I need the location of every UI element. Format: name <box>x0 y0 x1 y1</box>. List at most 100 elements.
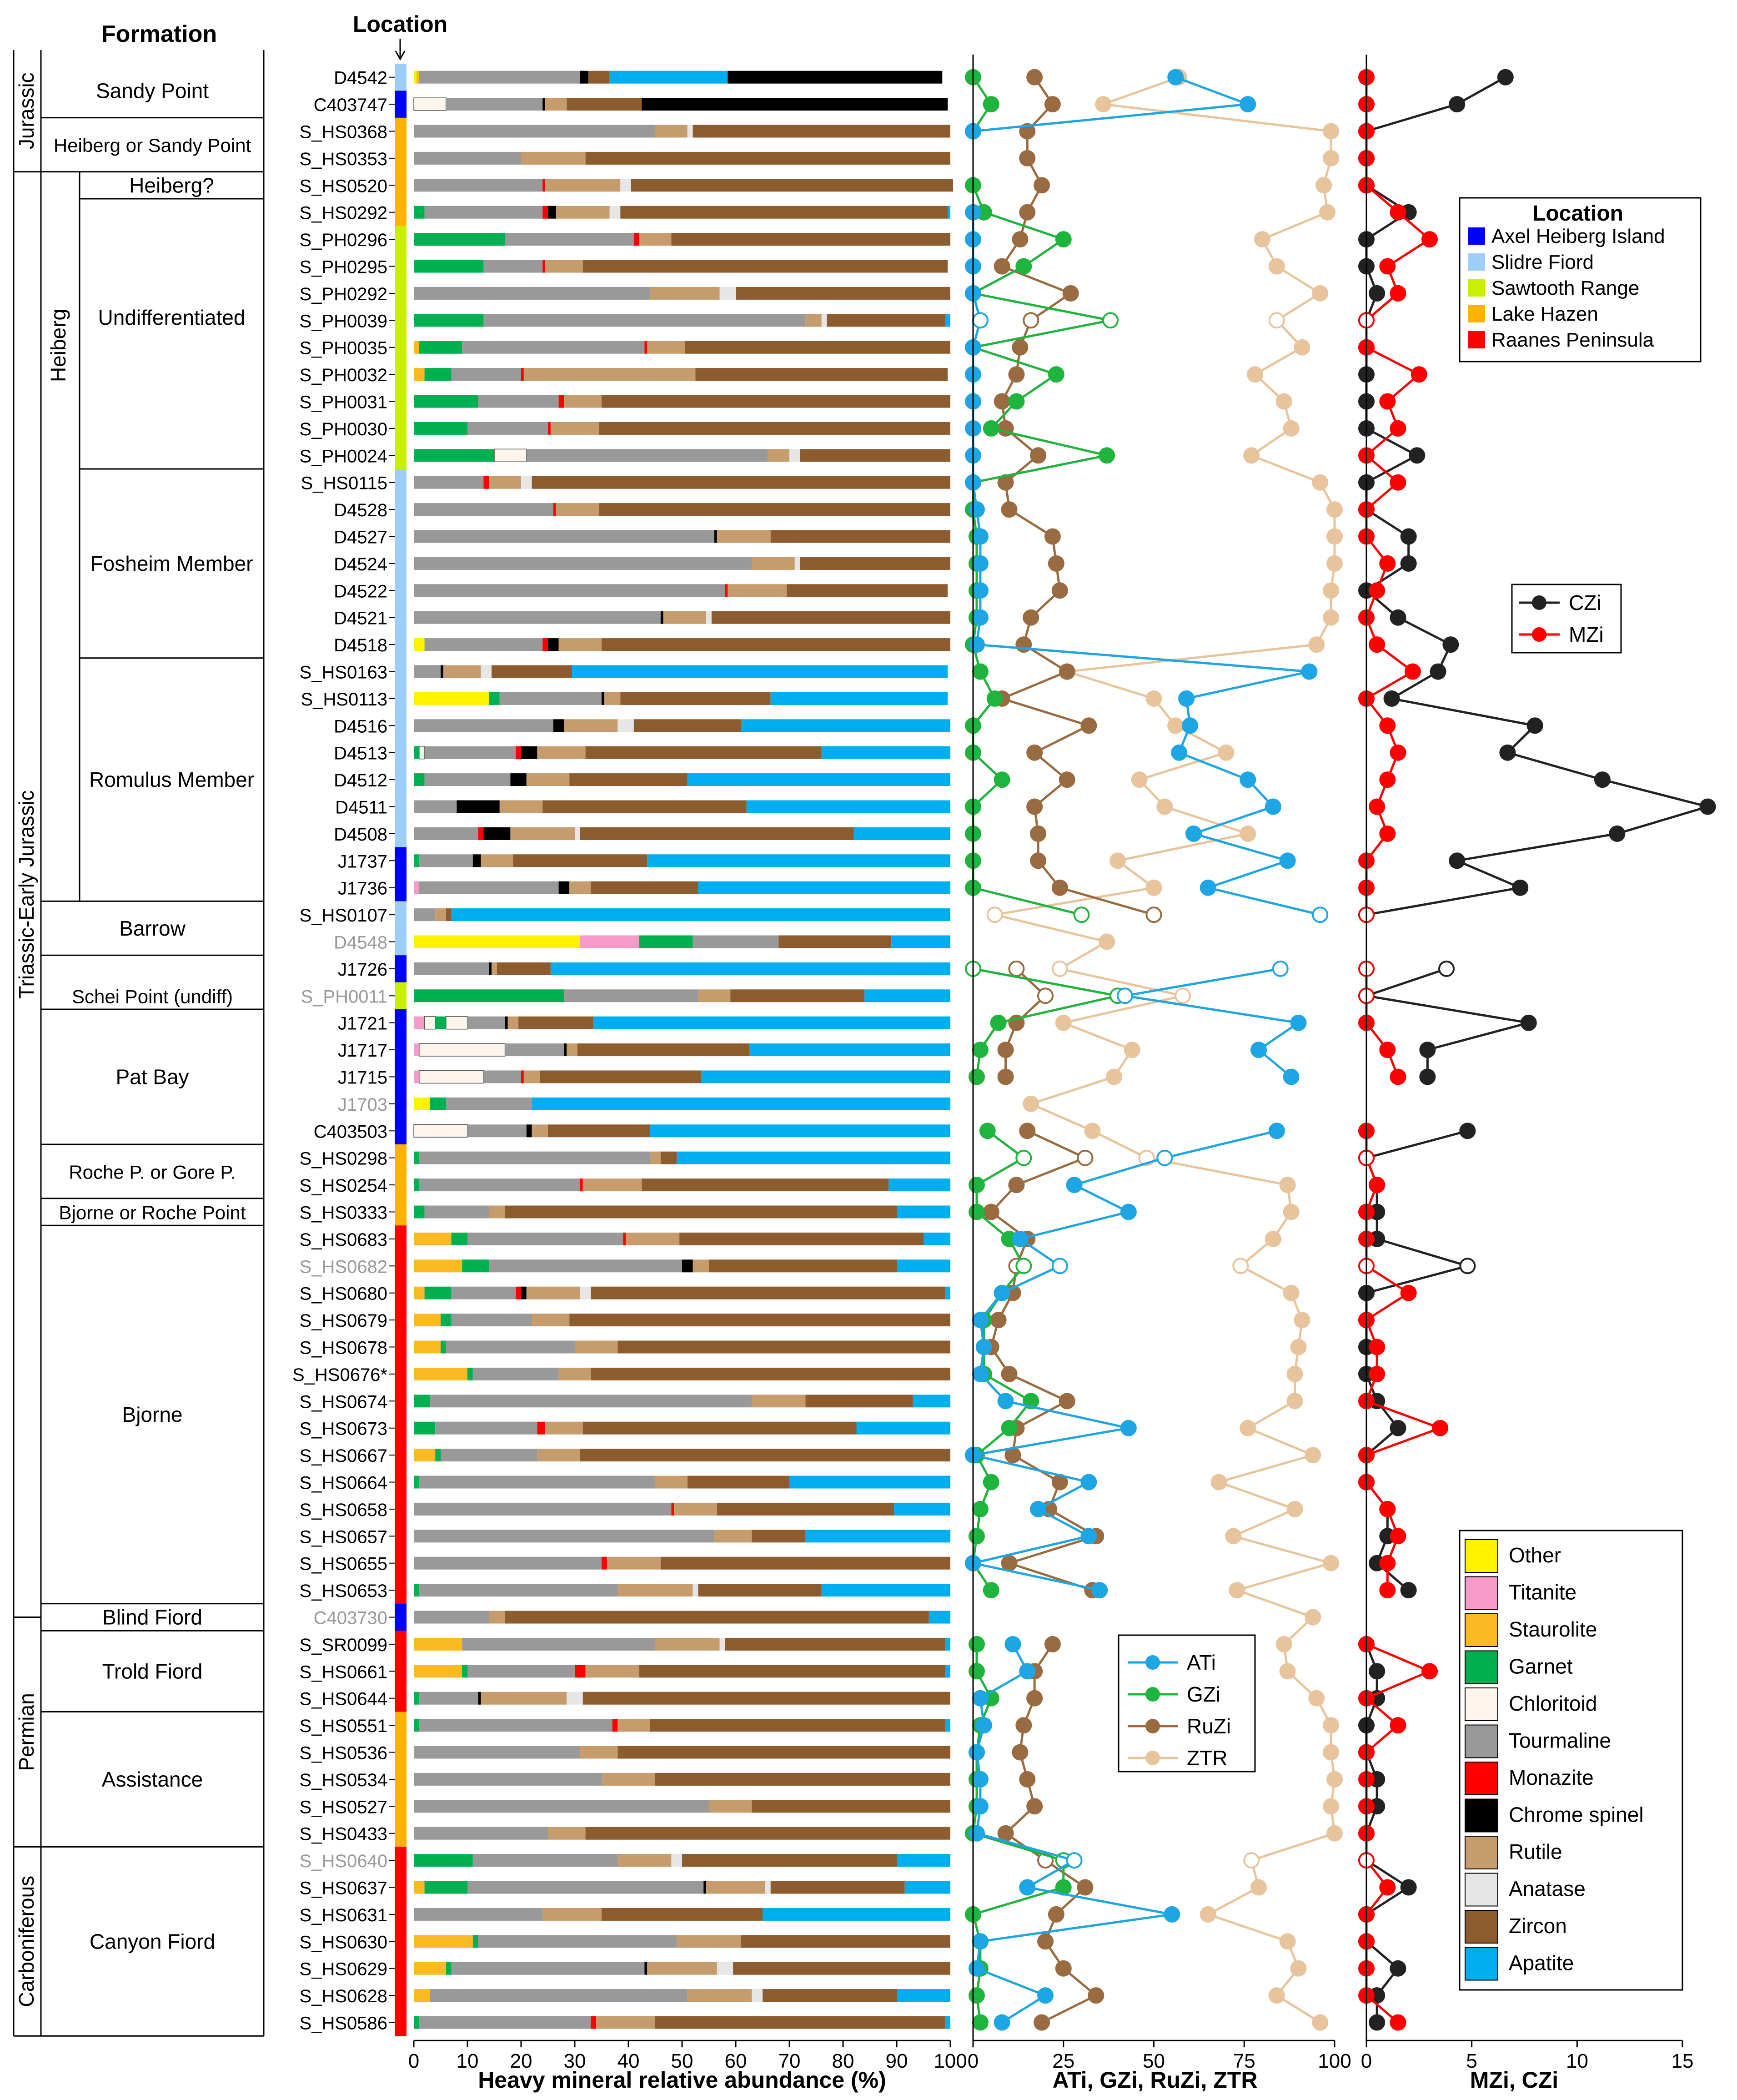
bar-segment <box>749 1043 950 1057</box>
ruzi-point <box>1044 96 1061 113</box>
bar-segment <box>602 395 950 408</box>
bar-segment <box>523 1070 540 1083</box>
czi-point <box>1369 1663 1386 1680</box>
bar-segment <box>948 206 950 219</box>
ati-point <box>972 528 989 545</box>
bar-segment <box>687 773 950 786</box>
bar-segment <box>719 1637 725 1651</box>
bar-segment <box>483 476 489 489</box>
bar-segment <box>660 1556 950 1570</box>
bar-segment <box>602 638 950 651</box>
mzi-point <box>1369 582 1386 599</box>
period-label: Jurassic <box>15 72 38 149</box>
bar-segment <box>414 1421 436 1435</box>
location-swatch <box>395 145 407 172</box>
bar-segment <box>414 638 425 651</box>
mzi-point <box>1379 1582 1396 1599</box>
bar-segment <box>441 665 443 678</box>
bar-segment <box>639 935 693 948</box>
ztr-point <box>1308 636 1325 653</box>
bar-segment <box>478 395 559 408</box>
bar-segment <box>414 71 417 84</box>
bar-segment <box>567 98 642 111</box>
bar-segment <box>414 1314 441 1327</box>
bar-segment <box>706 611 712 624</box>
bar-segment <box>709 1800 752 1813</box>
bar-segment <box>558 1367 591 1380</box>
bar-segment <box>717 1962 733 1975</box>
location-swatch <box>395 793 407 821</box>
ati-point <box>972 1365 989 1382</box>
bar-segment <box>489 692 500 705</box>
bar-segment <box>414 1395 430 1408</box>
bar-segment <box>706 1881 765 1894</box>
mzi-point <box>1390 1528 1406 1545</box>
bar-segment <box>725 1637 945 1651</box>
bar-segment <box>717 1502 894 1516</box>
location-swatch <box>395 739 407 766</box>
bar-segment <box>550 422 599 435</box>
bar-segment <box>414 449 494 462</box>
bar-segment <box>414 1530 714 1543</box>
bar-segment <box>604 692 621 705</box>
bar-segment <box>904 1881 950 1894</box>
bar-segment <box>607 1556 661 1570</box>
ztr-point <box>1225 1528 1242 1545</box>
bar-segment <box>483 314 806 327</box>
bar-segment <box>414 125 655 138</box>
gzi-point <box>968 1177 985 1194</box>
location-swatch <box>395 1333 407 1361</box>
bar-segment <box>752 1395 806 1408</box>
ztr-point <box>1326 555 1343 572</box>
ati-point <box>1178 690 1195 707</box>
bar-segment <box>414 151 521 165</box>
gzi-line <box>969 185 1111 916</box>
bar-tick: 20 <box>510 2050 532 2072</box>
bar-segment <box>478 1935 677 1948</box>
ati-point <box>1167 69 1184 86</box>
ati-point <box>1080 1528 1097 1545</box>
bar-segment <box>507 1016 519 1029</box>
bar-segment <box>424 1286 452 1299</box>
bar-segment <box>805 314 822 327</box>
location-swatch <box>395 1225 407 1253</box>
ztr-point <box>1279 1933 1296 1950</box>
ati-point <box>972 1771 989 1788</box>
bar-segment <box>414 1097 430 1110</box>
bar-segment <box>765 1881 771 1894</box>
bar-segment <box>585 746 822 759</box>
location-swatch <box>395 1360 407 1388</box>
bar-tick: 10 <box>457 2050 479 2072</box>
bar-segment <box>414 503 553 516</box>
index1-tick: 75 <box>1233 2050 1255 2072</box>
bar-segment <box>467 422 548 435</box>
ruzi-line <box>989 1130 1099 1591</box>
ati-point <box>994 2014 1010 2031</box>
sample-label: C403503 <box>314 1122 387 1142</box>
mzi-point <box>1390 1717 1406 1734</box>
bar-segment <box>642 98 948 111</box>
location-legend-swatch <box>1468 305 1485 322</box>
sample-label: S_HS0640 <box>300 1851 387 1871</box>
bar-segment <box>591 2016 597 2029</box>
bar-segment <box>805 1395 913 1408</box>
location-swatch <box>395 226 407 253</box>
bar-segment <box>424 638 543 651</box>
bar-segment <box>414 314 484 327</box>
czi-point <box>1609 825 1626 842</box>
bar-segment <box>414 935 580 948</box>
bar-segment <box>526 773 570 786</box>
bar-segment <box>430 1097 446 1110</box>
bar-segment <box>472 1854 618 1867</box>
bar-segment <box>599 422 950 435</box>
location-arrow-icon <box>395 39 406 61</box>
bar-segment <box>414 584 725 597</box>
bar-segment <box>414 1908 543 1921</box>
bar-segment <box>545 260 583 273</box>
ruzi-point <box>1059 771 1075 788</box>
sample-label: S_PH0030 <box>300 419 387 439</box>
ruzi-point <box>1048 555 1064 572</box>
bar-segment <box>770 530 950 543</box>
bar-segment <box>489 1611 505 1624</box>
sample-label: S_PH0035 <box>300 338 387 358</box>
